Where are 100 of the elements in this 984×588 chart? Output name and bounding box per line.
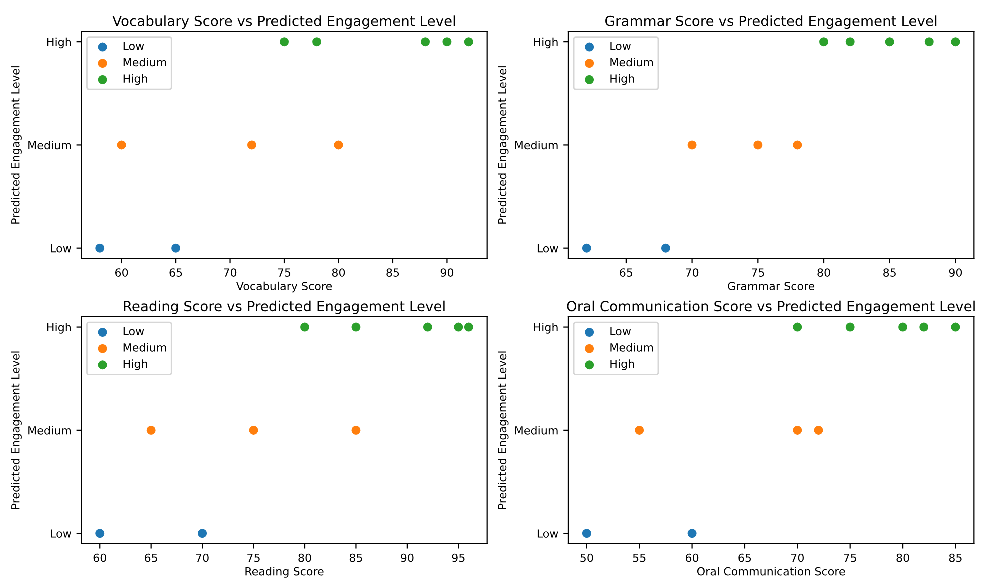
- point: [688, 529, 697, 538]
- x-tick-label: 90: [440, 268, 454, 277]
- legend-label: Low: [124, 42, 144, 50]
- legend-label: Medium: [124, 58, 166, 67]
- x-tick-label: 80: [818, 268, 830, 277]
- x-axis-title: Vocabulary Score: [236, 282, 332, 293]
- y-tick-label: Medium: [515, 140, 558, 150]
- point: [688, 140, 697, 150]
- point: [951, 322, 960, 332]
- point: [247, 140, 256, 150]
- y-tick-label: High: [534, 38, 558, 49]
- x-tick-label: 95: [452, 554, 465, 562]
- point: [793, 140, 802, 150]
- point: [423, 322, 432, 332]
- point: [635, 426, 644, 435]
- legend-label: Low: [124, 327, 144, 336]
- x-tick-label: 65: [170, 268, 182, 277]
- legend-label: Medium: [610, 343, 654, 352]
- legend-label: High: [610, 74, 634, 86]
- point: [793, 322, 802, 332]
- point: [442, 38, 452, 47]
- x-axis-title: Oral Communication Score: [697, 567, 846, 576]
- point: [421, 38, 430, 47]
- legend-label: High: [124, 360, 148, 370]
- x-tick-label: 85: [350, 554, 362, 562]
- point: [96, 244, 105, 253]
- chart-title: Oral Communication Score vs Predicted Engagement Level: [567, 300, 975, 314]
- point: [754, 140, 763, 150]
- legend-label: Low: [610, 327, 632, 336]
- point: [951, 38, 960, 47]
- x-tick-label: 55: [633, 554, 646, 562]
- x-tick-label: 75: [752, 268, 764, 277]
- y-tick-label: High: [48, 38, 72, 49]
- point: [582, 529, 592, 538]
- x-tick-label: 65: [620, 268, 633, 277]
- y-tick-label: High: [534, 323, 558, 334]
- x-axis-title: Reading Score: [246, 567, 324, 578]
- x-tick-label: 90: [949, 268, 962, 277]
- point: [96, 529, 105, 538]
- point: [846, 38, 855, 47]
- y-axis-title: Predicted Engagement Level: [498, 352, 509, 510]
- x-tick-label: 60: [686, 554, 699, 562]
- x-tick-label: 70: [196, 554, 209, 562]
- legend-label: High: [610, 360, 634, 370]
- point: [117, 140, 126, 150]
- chart-title: Grammar Score vs Predicted Engagement Level: [606, 16, 937, 30]
- legend-label: Medium: [124, 343, 166, 352]
- x-tick-label: 80: [896, 554, 910, 562]
- point: [280, 38, 290, 47]
- x-tick-label: 50: [580, 554, 594, 562]
- point: [249, 426, 258, 435]
- point: [793, 426, 802, 435]
- point: [582, 244, 592, 253]
- x-tick-label: 65: [738, 554, 752, 562]
- point: [924, 38, 934, 47]
- x-tick-label: 75: [844, 554, 856, 562]
- y-axis-title: Predicted Engagement Level: [498, 66, 509, 224]
- point: [312, 38, 322, 47]
- point: [464, 322, 474, 332]
- legend-label: Medium: [610, 58, 654, 67]
- point: [334, 140, 344, 150]
- chart-title: Vocabulary Score vs Predicted Engagement Level: [112, 16, 456, 30]
- point: [352, 426, 361, 435]
- point: [300, 322, 310, 332]
- legend-label: High: [124, 74, 148, 86]
- point: [814, 426, 824, 435]
- point: [920, 322, 929, 332]
- x-tick-label: 90: [401, 554, 414, 562]
- x-tick-label: 65: [145, 554, 158, 562]
- y-tick-label: High: [48, 323, 72, 334]
- chart-title: Reading Score vs Predicted Engagement Level: [124, 300, 445, 314]
- x-tick-label: 85: [386, 268, 400, 277]
- x-tick-label: 80: [332, 268, 346, 277]
- point: [172, 244, 181, 253]
- y-axis-title: Predicted Engagement Level: [11, 66, 22, 224]
- x-axis-title: Grammar Score: [728, 282, 815, 291]
- x-tick-label: 80: [298, 554, 312, 562]
- y-tick-label: Medium: [515, 426, 558, 435]
- x-tick-label: 85: [884, 268, 896, 277]
- legend-label: Low: [610, 42, 632, 50]
- y-axis-title: Predicted Engagement Level: [11, 352, 22, 510]
- point: [846, 322, 855, 332]
- y-tick-label: Medium: [28, 426, 72, 435]
- y-tick-label: Low: [538, 530, 558, 538]
- point: [454, 322, 464, 332]
- y-tick-label: Medium: [28, 140, 72, 150]
- point: [198, 529, 208, 538]
- x-tick-label: 75: [278, 268, 291, 277]
- x-tick-label: 75: [248, 554, 260, 562]
- x-tick-label: 85: [949, 554, 962, 562]
- point: [820, 38, 829, 47]
- point: [146, 426, 156, 435]
- point: [898, 322, 908, 332]
- point: [661, 244, 670, 253]
- y-tick-label: Low: [538, 244, 558, 253]
- x-tick-label: 60: [94, 554, 106, 562]
- point: [885, 38, 894, 47]
- x-tick-label: 70: [224, 268, 237, 277]
- x-tick-label: 70: [686, 268, 699, 277]
- y-tick-label: Low: [51, 530, 72, 538]
